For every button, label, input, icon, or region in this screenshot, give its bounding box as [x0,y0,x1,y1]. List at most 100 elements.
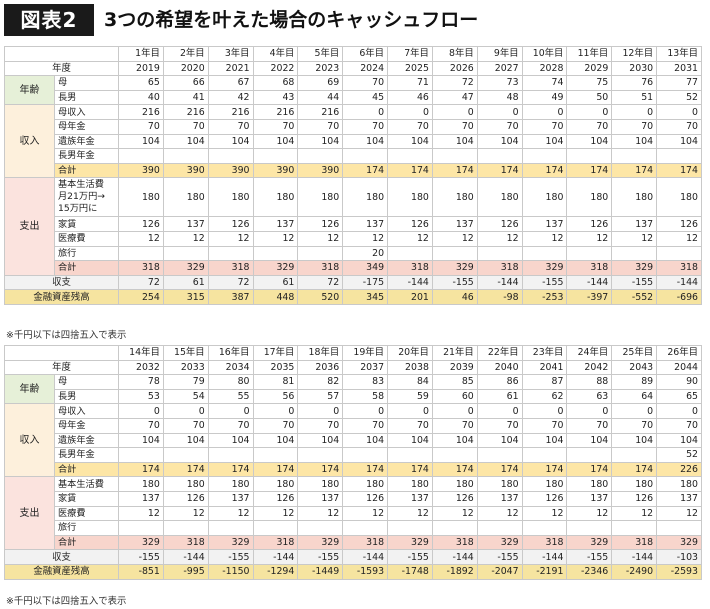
expense-value-cell: 180 [342,476,389,492]
expense-value-cell [118,245,164,262]
income-value-cell: 70 [342,118,389,135]
expense-row: 家賃 126 137 126 137 126 137 126 137 126 137 126 137 12… [5,216,702,232]
age-row: 年齢母 78 79 80 81 82 83 84 85 86 87 88 89 90 [4,374,702,405]
income-value-cell: 0 [162,403,209,419]
expense-value-cell [656,245,702,262]
expense-value-cell: 12 [252,230,299,247]
age-value-cell: 48 [476,89,523,106]
balance-cell: -144 [566,274,613,291]
age-value-cell: 65 [118,75,164,91]
income-value-cell: 70 [656,118,702,135]
income-total-cell: 390 [162,162,209,179]
income-value-cell: 0 [566,104,613,120]
income-value-cell: 104 [656,133,702,150]
income-value-cell: 70 [566,118,613,135]
expense-value-cell [162,520,209,536]
expense-value-cell: 180 [656,177,702,218]
income-value-cell: 0 [431,403,478,419]
balance-cell: -144 [521,549,568,565]
income-value-cell: 70 [611,118,658,135]
year-cell: 2023 [297,60,344,77]
rounding-note: ※千円以下は四捨五入で表示 [6,330,127,341]
income-total-cell: 174 [566,162,613,179]
income-value-cell [252,447,299,463]
expense-value-cell: 126 [342,490,389,507]
expense-total-cell: 329 [252,260,299,276]
balance-cell: -144 [656,274,702,291]
expense-value-cell: 126 [521,490,568,507]
assets-cell: -397 [566,289,613,305]
nth-year-cell: 17年目 [252,345,299,361]
income-value-cell: 70 [118,118,164,135]
rounding-note: ※千円以下は四捨五入で表示 [6,596,127,607]
age-value-cell: 56 [252,388,299,405]
income-value-cell: 70 [207,118,254,135]
nth-year-cell: 7年目 [387,46,433,62]
age-value-cell: 58 [342,388,389,405]
nth-year-cell: 24年目 [566,345,613,361]
expense-total-cell: 329 [566,534,613,551]
expense-row: 家賃 137 126 137 126 137 126 137 126 137 126 137 126 13… [5,490,702,507]
year-cell: 2029 [566,60,613,77]
expense-value-cell [476,245,523,262]
year-cell: 2032 [118,359,164,376]
age-value-cell: 68 [252,75,299,91]
expense-value-cell: 12 [118,505,164,522]
assets-cell: -851 [118,563,164,580]
income-value-cell: 104 [476,133,523,150]
expense-value-cell [521,520,568,536]
income-value-cell: 70 [252,118,299,135]
expense-value-cell: 12 [162,230,209,247]
income-total-cell: 174 [611,461,658,478]
expense-value-cell: 12 [297,505,344,522]
expense-value-cell: 180 [252,476,299,492]
expense-value-cell: 12 [656,230,702,247]
expense-value-cell: 126 [611,490,658,507]
expense-value-cell: 180 [387,476,433,492]
income-value-cell: 104 [207,133,254,150]
income-total-row: 合計 174 174 174 174 174 174 174 174 174 174 174 174 22… [5,461,702,478]
expense-value-cell: 137 [566,490,613,507]
age-value-cell: 89 [611,374,658,390]
income-total-label: 合計 [54,461,119,478]
year-cell: 2031 [656,60,702,77]
year-cell: 2044 [656,359,702,376]
age-value-cell: 55 [207,388,254,405]
income-value-cell: 0 [297,403,344,419]
expense-value-cell: 180 [566,476,613,492]
age-value-cell: 66 [162,75,209,91]
year-cell: 2030 [611,60,658,77]
expense-value-cell: 12 [387,230,433,247]
income-value-cell [566,447,613,463]
income-total-cell: 390 [118,162,164,179]
age-value-cell: 63 [566,388,613,405]
expense-value-cell: 137 [207,490,254,507]
income-value-cell: 70 [342,417,389,434]
balance-cell: 72 [207,274,254,291]
expense-value-cell: 12 [566,230,613,247]
income-value-cell: 70 [656,417,702,434]
expense-value-cell: 12 [611,230,658,247]
expense-value-cell: 12 [162,505,209,522]
year-cell: 2022 [252,60,299,77]
year-cell: 2041 [521,359,568,376]
assets-cell: -696 [656,289,702,305]
expense-value-cell: 180 [252,177,299,218]
expense-category-label: 支出 [4,177,55,276]
balance-cell: -155 [476,549,523,565]
income-value-cell: 104 [387,432,433,449]
expense-value-cell [387,245,433,262]
nth-year-cell: 15年目 [162,345,209,361]
age-value-cell: 40 [118,89,164,106]
income-total-cell: 174 [342,162,389,179]
income-value-cell [162,447,209,463]
income-value-cell: 104 [521,432,568,449]
expense-total-cell: 318 [252,534,299,551]
age-item-label: 母 [54,374,119,390]
expense-value-cell: 180 [162,177,209,218]
expense-value-cell: 180 [476,476,523,492]
balance-cell: -144 [342,549,389,565]
expense-value-cell: 12 [431,230,478,247]
assets-cell: -1593 [342,563,389,580]
year-cell: 2038 [387,359,433,376]
